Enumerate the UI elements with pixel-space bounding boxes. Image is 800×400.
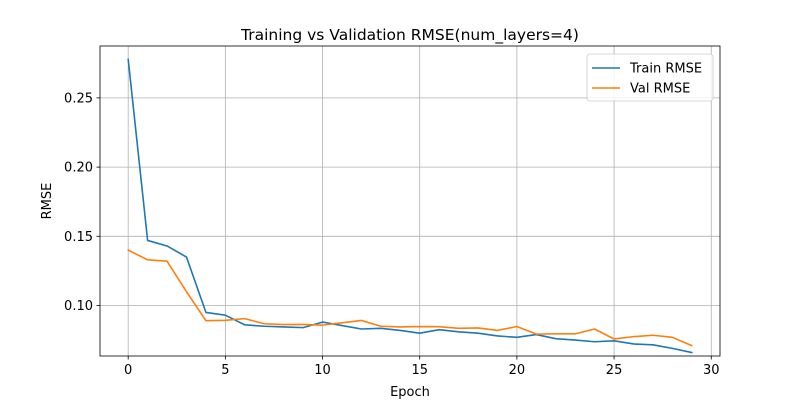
series-lines: [127, 58, 693, 354]
plot-area-frame: [99, 45, 721, 357]
x-tick-label: 20: [509, 363, 526, 378]
series-line-val-rmse: [127, 249, 693, 347]
x-tick-label: 30: [703, 363, 720, 378]
chart-title: Training vs Validation RMSE(num_layers=4…: [240, 26, 579, 45]
series-line-train-rmse: [127, 58, 693, 354]
x-tick-label: 5: [221, 363, 229, 378]
legend: Train RMSE Val RMSE: [586, 53, 714, 102]
x-tick-label: 15: [411, 363, 428, 378]
legend-box: [586, 53, 714, 102]
legend-label: Train RMSE: [629, 62, 702, 77]
y-axis-label: RMSE: [40, 183, 55, 220]
x-tick-label: 10: [314, 363, 331, 378]
axis-ticks: 0 5 10 15 20 25 30 0.10 0.15 0.20 0.25: [64, 91, 719, 378]
legend-label: Val RMSE: [630, 82, 690, 97]
y-tick-label: 0.15: [64, 230, 93, 245]
x-tick-label: 25: [606, 363, 623, 378]
x-tick-label: 0: [124, 363, 132, 378]
y-tick-label: 0.25: [64, 91, 93, 106]
x-axis-label: Epoch: [390, 385, 430, 400]
y-tick-label: 0.10: [64, 299, 93, 314]
y-tick-label: 0.20: [64, 161, 93, 176]
